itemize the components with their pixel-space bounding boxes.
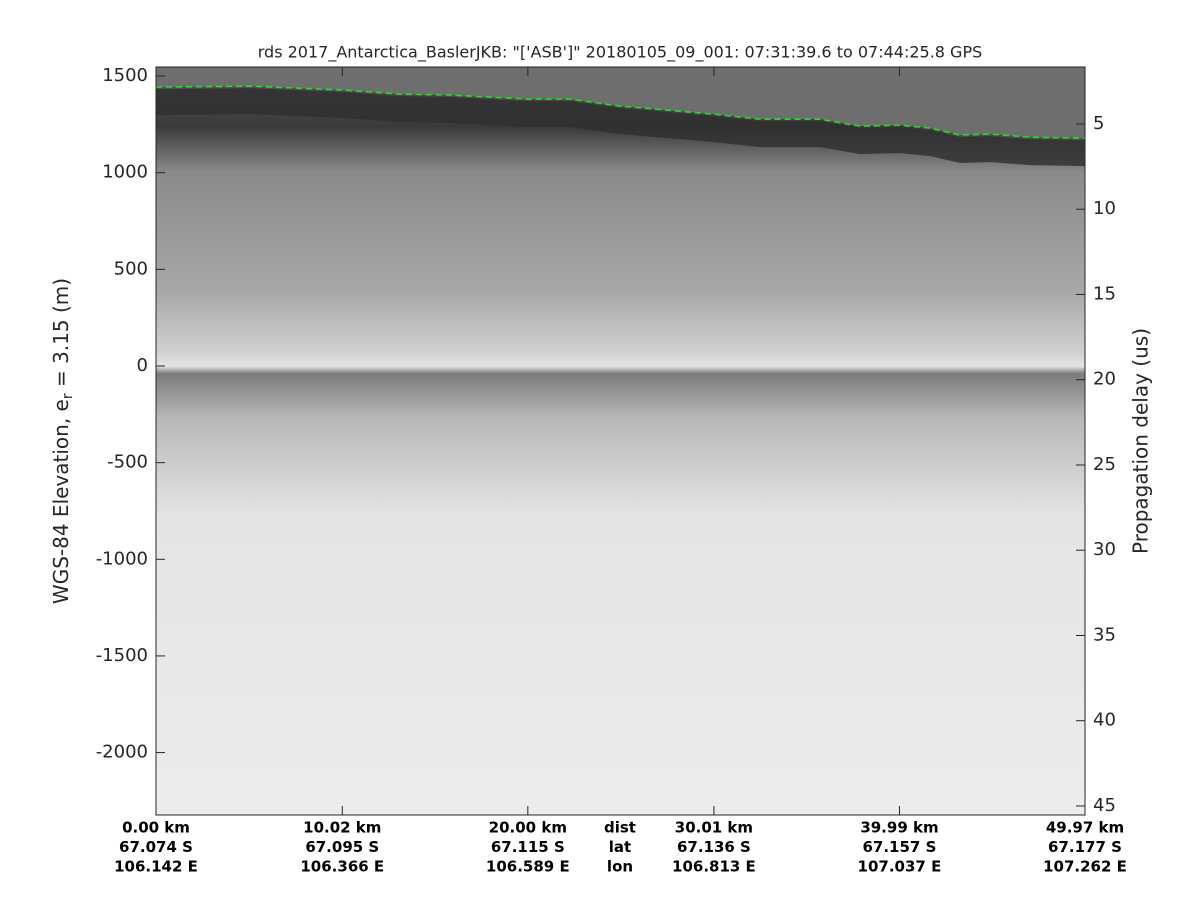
y-tick-label: 1500 [102, 65, 148, 86]
x-tick-lon: 106.589 E [486, 858, 570, 876]
x-tick-label: 0.00 km [122, 819, 190, 837]
x-tick-lat: 67.136 S [677, 838, 751, 856]
x-tick-lat: 67.074 S [119, 838, 193, 856]
y-tick-label: -2000 [96, 742, 148, 763]
x-tick-label: 30.01 km [675, 819, 753, 837]
x-tick-label: 10.02 km [303, 819, 381, 837]
x-tick-lat: 67.095 S [305, 838, 379, 856]
y-tick-label: 1000 [102, 162, 148, 183]
y-axis-label: WGS-84 Elevation, er = 3.15 (m) [49, 278, 77, 604]
y-label-suffix: = 3.15 (m) [49, 278, 73, 393]
y2-tick-label: 45 [1093, 795, 1116, 816]
y2-tick-label: 40 [1093, 710, 1116, 731]
y2-axis-label: Propagation delay (us) [1129, 328, 1153, 554]
x-tick-lat: 67.177 S [1048, 838, 1122, 856]
y2-tick-label: 10 [1093, 198, 1116, 219]
y2-tick-label: 25 [1093, 454, 1116, 475]
chart-title: rds 2017_Antarctica_BaslerJKB: "['ASB']"… [258, 43, 983, 63]
x-tick-label: 49.97 km [1046, 819, 1124, 837]
y-label-subscript: r [60, 393, 76, 399]
y-tick-label: 500 [114, 258, 148, 279]
x-row-label: lat [609, 838, 631, 856]
x-tick-lon: 106.366 E [300, 858, 384, 876]
y-tick-label: -500 [107, 452, 148, 473]
plot-frame [155, 66, 1086, 816]
y2-tick-label: 35 [1093, 624, 1116, 645]
x-tick-label: 20.00 km [489, 819, 567, 837]
x-tick-lon: 106.142 E [114, 858, 198, 876]
x-tick-label: 39.99 km [860, 819, 938, 837]
y-tick-label: -1000 [96, 548, 148, 569]
y2-tick-label: 15 [1093, 283, 1116, 304]
x-row-label: lon [607, 858, 633, 876]
y2-tick-label: 5 [1093, 113, 1104, 134]
air-region [156, 67, 1085, 139]
surface-line [155, 85, 1086, 139]
x-row-label: dist [604, 819, 636, 837]
y-tick-label: -1500 [96, 645, 148, 666]
near-surface-band [156, 88, 1085, 167]
y-label-text: WGS-84 Elevation, e [49, 399, 73, 604]
x-tick-lon: 107.037 E [858, 858, 942, 876]
x-tick-lon: 106.813 E [672, 858, 756, 876]
echogram-image [156, 67, 1085, 815]
y-tick-label: 0 [137, 355, 148, 376]
y2-tick-label: 30 [1093, 539, 1116, 560]
x-tick-lat: 67.157 S [862, 838, 936, 856]
plot-layer [155, 67, 1086, 815]
y2-tick-label: 20 [1093, 369, 1116, 390]
x-tick-lat: 67.115 S [491, 838, 565, 856]
x-tick-lon: 107.262 E [1043, 858, 1127, 876]
